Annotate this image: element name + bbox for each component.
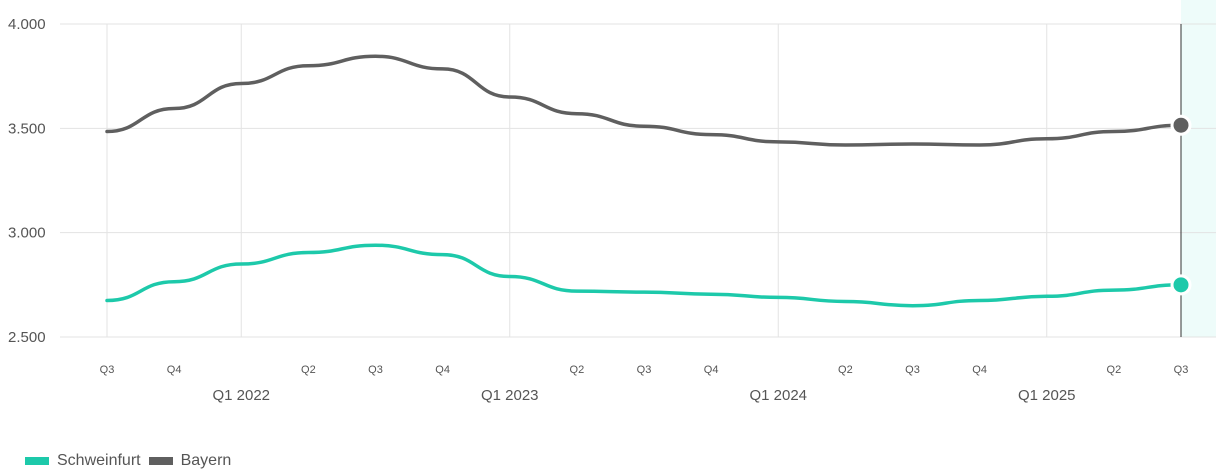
data-point-schweinfurt[interactable] — [770, 289, 786, 305]
x-tick-label-minor: Q3 — [368, 364, 383, 376]
y-tick-label: 3.500 — [8, 120, 46, 137]
series-layer — [99, 48, 1192, 314]
x-tick-label-minor: Q3 — [637, 364, 652, 376]
x-tick-label-major: Q1 2023 — [481, 387, 539, 404]
data-point-bayern[interactable] — [99, 123, 115, 139]
x-tick-label-major: Q1 2024 — [749, 387, 807, 404]
data-point-bayern[interactable] — [972, 137, 988, 153]
x-tick-label-minor: Q3 — [1174, 364, 1189, 376]
legend-swatch-schweinfurt — [25, 457, 49, 465]
series-line-bayern — [105, 54, 1183, 147]
data-point-bayern[interactable] — [569, 106, 585, 122]
data-point-schweinfurt[interactable] — [502, 268, 518, 284]
data-point-bayern[interactable] — [905, 136, 921, 152]
data-point-bayern[interactable] — [770, 134, 786, 150]
x-tick-label-minor: Q4 — [435, 364, 450, 376]
data-point-schweinfurt[interactable] — [636, 284, 652, 300]
series-line-schweinfurt — [105, 243, 1183, 308]
x-tick-label-minor: Q2 — [570, 364, 585, 376]
x-tick-label-minor: Q3 — [905, 364, 920, 376]
x-tick-label-minor: Q2 — [1107, 364, 1122, 376]
data-point-bayern[interactable] — [233, 75, 249, 91]
data-point-schweinfurt[interactable] — [300, 244, 316, 260]
end-marker-schweinfurt[interactable] — [1170, 274, 1192, 296]
data-point-bayern[interactable] — [636, 118, 652, 134]
data-point-schweinfurt[interactable] — [703, 286, 719, 302]
data-point-bayern[interactable] — [1039, 131, 1055, 147]
data-point-schweinfurt[interactable] — [972, 292, 988, 308]
data-point-bayern[interactable] — [300, 58, 316, 74]
x-tick-label-major: Q1 2022 — [212, 387, 270, 404]
y-tick-label: 4.000 — [8, 16, 46, 33]
x-tick-label-minor: Q2 — [301, 364, 316, 376]
legend-label-bayern: Bayern — [180, 452, 232, 469]
legend-item-bayern[interactable]: Bayern — [148, 452, 232, 470]
data-point-schweinfurt[interactable] — [905, 298, 921, 314]
legend-swatch-bayern — [148, 457, 173, 465]
data-point-bayern[interactable] — [435, 61, 451, 77]
data-point-schweinfurt[interactable] — [837, 294, 853, 310]
data-point-schweinfurt[interactable] — [368, 237, 384, 253]
data-point-bayern[interactable] — [166, 101, 182, 117]
data-point-bayern[interactable] — [1106, 123, 1122, 139]
y-tick-label: 2.500 — [8, 329, 46, 346]
data-point-schweinfurt[interactable] — [99, 292, 115, 308]
x-tick-label-minor: Q4 — [704, 364, 719, 376]
x-tick-label-minor: Q3 — [100, 364, 115, 376]
legend: Schweinfurt Bayern — [25, 452, 239, 470]
data-point-bayern[interactable] — [502, 89, 518, 105]
x-tick-label-minor: Q4 — [167, 364, 182, 376]
line-chart: 2.500 3.000 3.500 4.000 Q3 Q4 Q2 Q3 Q4 Q2 Q3 Q4 Q2 Q3… — [8, 0, 1216, 404]
x-tick-label-minor: Q2 — [838, 364, 853, 376]
x-tick-label-minor: Q4 — [972, 364, 987, 376]
data-point-schweinfurt[interactable] — [435, 247, 451, 263]
data-point-bayern[interactable] — [837, 137, 853, 153]
data-point-bayern[interactable] — [368, 48, 384, 64]
data-point-schweinfurt[interactable] — [1039, 288, 1055, 304]
data-point-schweinfurt[interactable] — [166, 274, 182, 290]
y-tick-label: 3.000 — [8, 225, 46, 242]
data-point-schweinfurt[interactable] — [569, 283, 585, 299]
legend-item-schweinfurt[interactable]: Schweinfurt — [25, 452, 141, 470]
data-point-bayern[interactable] — [703, 127, 719, 143]
data-point-schweinfurt[interactable] — [233, 256, 249, 272]
x-tick-label-major: Q1 2025 — [1018, 387, 1076, 404]
data-point-schweinfurt[interactable] — [1106, 282, 1122, 298]
legend-label-schweinfurt: Schweinfurt — [57, 452, 141, 469]
end-marker-bayern[interactable] — [1170, 114, 1192, 136]
axis-labels-layer: 2.500 3.000 3.500 4.000 Q3 Q4 Q2 Q3 Q4 Q2 Q3 Q4 Q2 Q3… — [8, 16, 1188, 404]
